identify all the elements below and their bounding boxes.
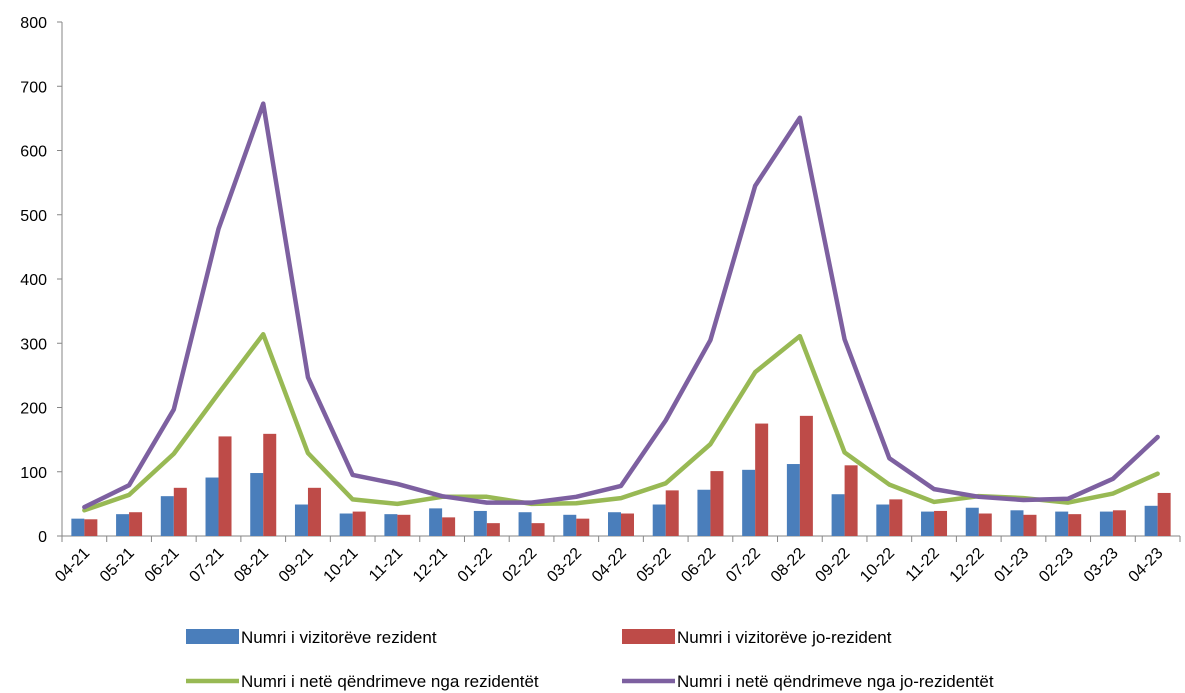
y-tick-label: 300 (20, 336, 47, 353)
y-tick-label: 800 (20, 15, 47, 32)
x-tick-label: 04-23 (1126, 545, 1167, 586)
x-tick-label: 09-22 (812, 545, 853, 586)
x-tick-label: 11-22 (903, 545, 943, 585)
bar-resident (876, 504, 890, 536)
x-tick-label: 05-22 (634, 545, 675, 586)
bar-non-resident (844, 465, 858, 536)
bar-resident (1010, 510, 1024, 536)
x-tick-label: 07-22 (723, 545, 764, 586)
x-tick-label: 02-23 (1036, 545, 1077, 586)
bar-non-resident (352, 511, 366, 536)
bar-non-resident (1157, 492, 1171, 536)
y-tick-label: 400 (20, 272, 47, 289)
bar-non-resident (531, 523, 545, 536)
bar-resident (608, 512, 621, 536)
y-tick-label: 100 (20, 465, 47, 482)
bar-non-resident (442, 517, 456, 536)
x-tick-label: 09-21 (276, 545, 317, 586)
legend-label: Numri i netë qëndrimeve nga jo-rezidentë… (677, 672, 994, 691)
x-tick-label: 02-22 (499, 545, 540, 586)
bar-resident (965, 507, 979, 536)
y-axis: 0 100 200 300 400 500 600 700 800 (20, 15, 63, 546)
bar-resident (563, 514, 577, 536)
y-tick-label: 500 (20, 208, 47, 225)
y-tick-label: 700 (20, 79, 47, 96)
bar-resident (160, 496, 174, 536)
bar-resident (1099, 511, 1113, 536)
x-tick-label: 07-21 (186, 545, 227, 586)
bar-non-resident (129, 512, 143, 536)
bar-non-resident (1023, 514, 1037, 536)
bar-non-resident (799, 415, 813, 536)
bar-resident (652, 504, 666, 536)
y-tick-label: 600 (20, 144, 47, 161)
bar-non-resident (1068, 514, 1082, 536)
x-tick-label: 11-21 (366, 545, 406, 585)
bar-non-resident (1112, 510, 1126, 536)
bar-non-resident (978, 513, 992, 536)
bar-non-resident (889, 499, 903, 536)
x-tick-label: 12-22 (947, 545, 988, 586)
bar-resident (250, 473, 264, 536)
legend-swatch (622, 629, 675, 644)
legend-label: Numri i vizitorëve rezident (241, 628, 437, 647)
x-tick-label: 03-22 (544, 545, 585, 586)
bar-non-resident (307, 487, 321, 536)
x-tick-label: 01-23 (991, 545, 1032, 586)
bar-resident (205, 477, 219, 536)
bar-resident (786, 464, 800, 536)
bar-resident (429, 508, 443, 536)
bar-non-resident (84, 519, 98, 536)
legend-label: Numri i netë qëndrimeve nga rezidentët (241, 672, 539, 691)
bar-non-resident (934, 510, 948, 536)
bar-non-resident (397, 514, 411, 536)
bar-resident (384, 514, 398, 536)
legend: Numri i vizitorëve rezident Numri i vizit… (186, 628, 994, 691)
bar-resident (339, 513, 353, 536)
line-non-resident-nights (82, 101, 1160, 510)
bar-non-resident (665, 490, 679, 536)
bar-non-resident (621, 513, 634, 536)
bar-non-resident (486, 523, 500, 536)
bar-non-resident (173, 487, 187, 536)
y-tick-label: 0 (38, 529, 47, 546)
bar-non-resident (710, 471, 724, 536)
lines (82, 101, 1160, 513)
bar-non-resident (263, 433, 277, 536)
bar-resident (1144, 505, 1158, 536)
x-tick-label: 01-22 (455, 545, 496, 586)
x-tick-label: 06-21 (142, 545, 183, 586)
x-tick-label: 03-23 (1081, 545, 1122, 586)
x-tick-label: 10-22 (857, 545, 898, 586)
bar-resident (742, 469, 756, 536)
y-tick-label: 200 (20, 401, 47, 418)
bar-non-resident (755, 423, 769, 536)
bar-resident (1055, 511, 1069, 536)
bar-resident (697, 489, 711, 536)
bar-resident (294, 504, 308, 536)
bar-resident (831, 494, 845, 536)
x-tick-label: 06-22 (678, 545, 719, 586)
bars (71, 415, 1171, 536)
legend-swatch (186, 629, 239, 644)
bar-resident (116, 514, 130, 536)
x-tick-label: 04-22 (589, 545, 630, 586)
legend-label: Numri i vizitorëve jo-rezident (677, 628, 892, 647)
x-tick-label: 04-21 (52, 545, 93, 586)
x-tick-label: 12-21 (410, 545, 451, 586)
x-tick-label: 05-21 (97, 545, 138, 586)
bar-resident (473, 510, 487, 536)
x-tick-label: 08-21 (231, 545, 272, 586)
x-tick-label: 10-21 (321, 545, 362, 586)
bar-resident (921, 511, 935, 536)
bar-non-resident (576, 518, 590, 536)
bar-resident (71, 518, 85, 536)
x-tick-label: 08-22 (768, 545, 809, 586)
bar-non-resident (218, 436, 232, 536)
bar-resident (518, 512, 532, 536)
x-axis: 04-21 05-21 06-21 07-21 08-21 09-21 10-21 11-21… (52, 535, 1181, 586)
